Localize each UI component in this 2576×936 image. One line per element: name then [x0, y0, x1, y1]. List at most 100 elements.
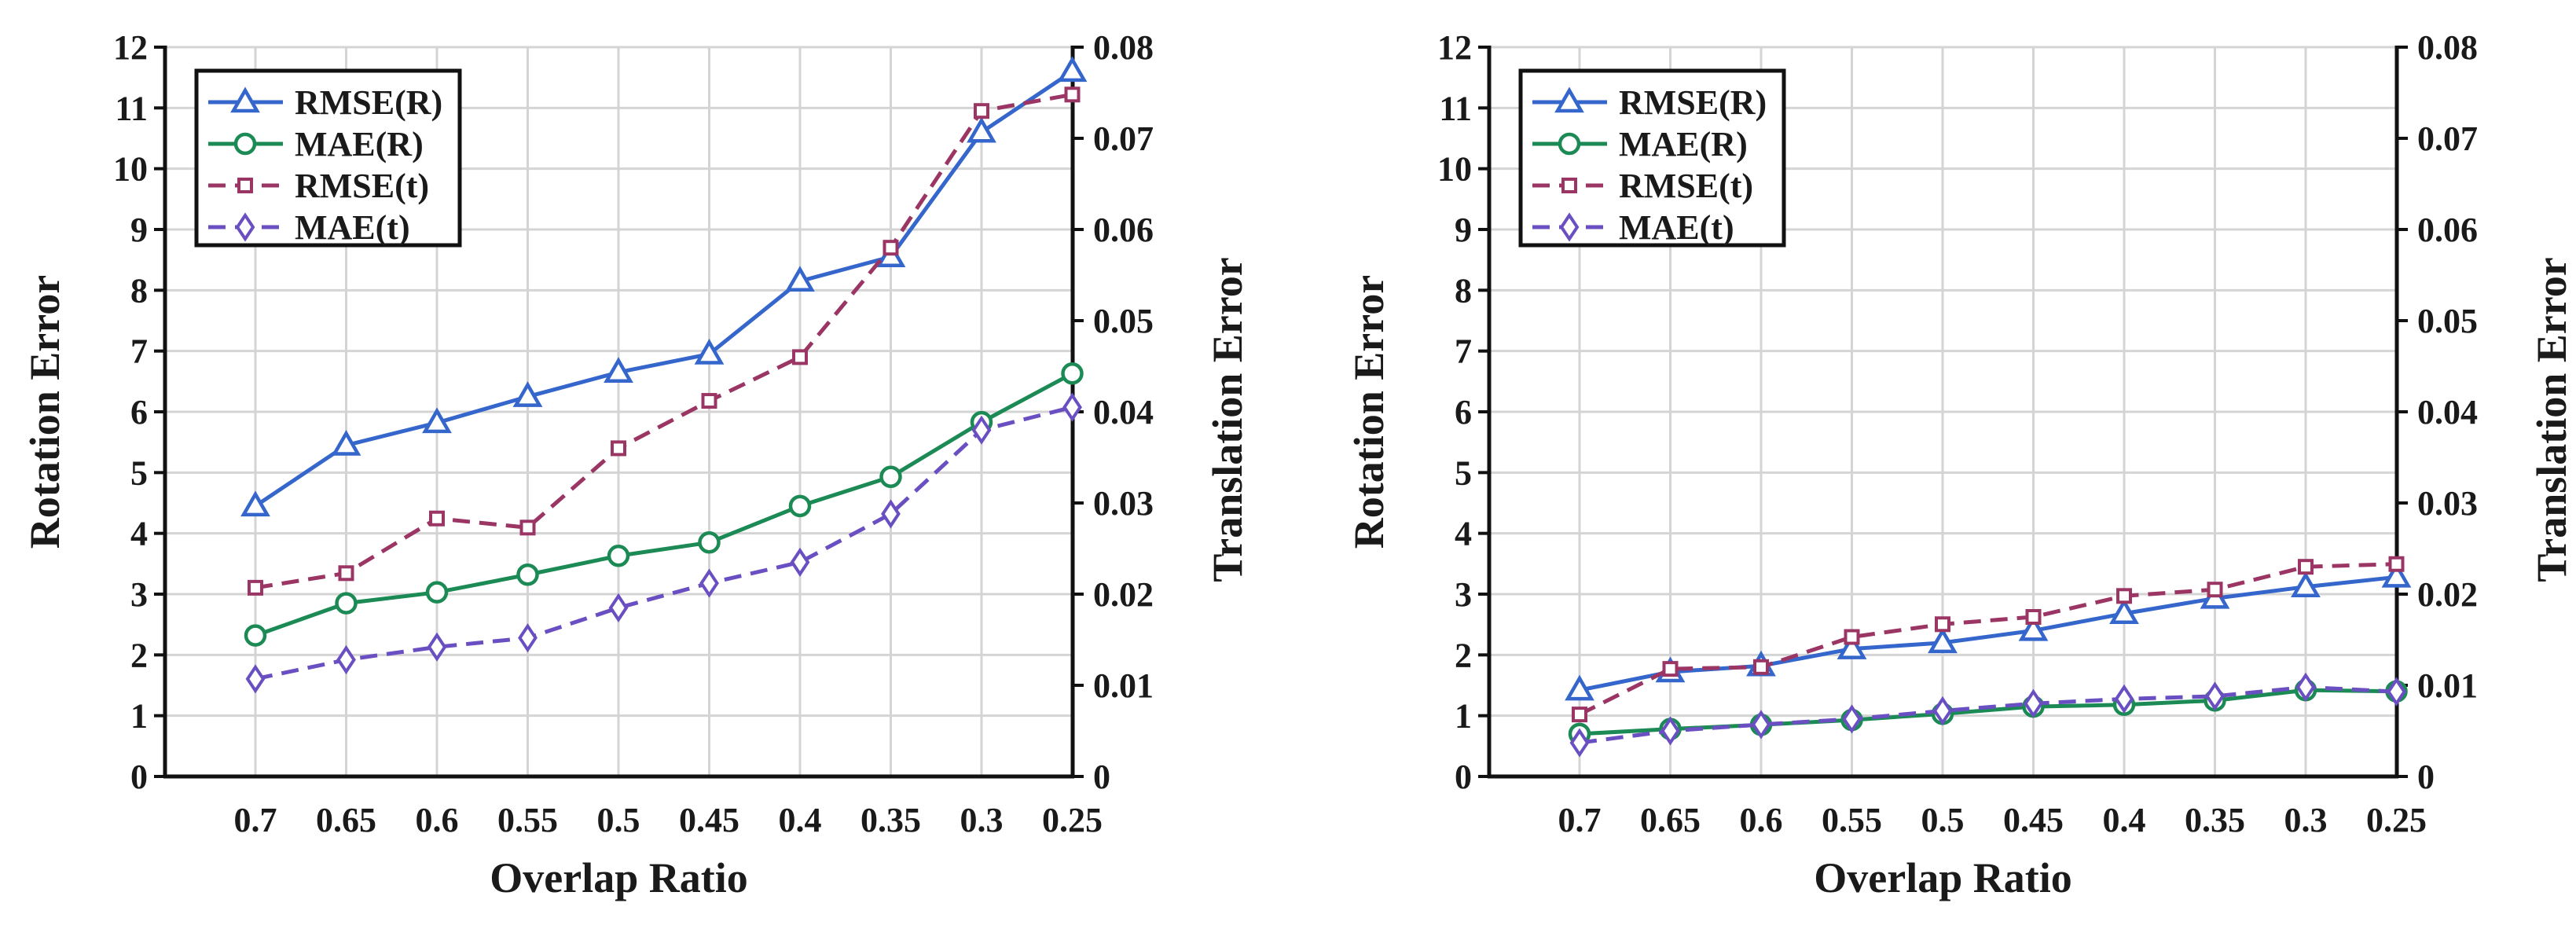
data-point-mae-r [1061, 362, 1084, 385]
x-tick-label: 0.35 [861, 801, 921, 839]
x-tick-label: 0.55 [1822, 801, 1882, 839]
x-tick-label: 0.6 [416, 801, 459, 839]
x-tick-label: 0.3 [2284, 801, 2328, 839]
data-point-rmse-r [331, 430, 361, 456]
data-point-rmse-r [694, 339, 725, 365]
y2-axis-title: Translation Error [2528, 257, 2575, 582]
data-point-rmse-t [519, 519, 536, 536]
data-point-mae-t [1932, 696, 1953, 726]
data-point-rmse-t [883, 240, 899, 256]
series-line-rmse-t [1578, 562, 2397, 717]
data-point-rmse-t [248, 579, 263, 596]
y2-tick-label: 0.04 [1093, 393, 1154, 431]
y-tick-label: 6 [130, 393, 148, 431]
legend-label: MAE(t) [295, 208, 410, 247]
data-point-rmse-r [2018, 615, 2049, 641]
data-point-mae-t [1660, 716, 1680, 746]
data-point-mae-r [788, 494, 812, 518]
data-point-mae-t [2295, 672, 2316, 702]
x-tick-label: 0.3 [960, 801, 1004, 839]
y2-tick-label: 0.08 [2417, 28, 2478, 67]
data-point-mae-r [698, 531, 721, 554]
chart-panel-2: 012345678910111200.010.020.030.040.050.0… [1345, 28, 2575, 901]
legend-marker [1561, 178, 1577, 193]
x-tick-label: 0.7 [234, 801, 277, 839]
data-point-rmse-t [1572, 707, 1587, 723]
data-point-rmse-t [611, 440, 626, 457]
data-point-mae-r [335, 592, 358, 615]
y-tick-label: 4 [130, 515, 148, 553]
legend-marker [1559, 212, 1580, 242]
y2-tick-label: 0.05 [1093, 302, 1154, 340]
y-tick-label: 3 [1455, 575, 1472, 614]
y2-tick-label: 0.07 [2417, 119, 2478, 158]
data-point-mae-t [790, 547, 810, 578]
legend-marker [1554, 86, 1584, 113]
x-axis-title: Overlap Ratio [1814, 854, 2071, 901]
series-line-rmse-t [255, 92, 1073, 590]
x-tick-label: 0.25 [1042, 801, 1103, 839]
data-point-mae-t [881, 499, 901, 529]
data-point-mae-r [425, 581, 449, 604]
data-point-mae-t [1842, 704, 1862, 734]
data-point-mae-t [1751, 710, 1771, 740]
data-point-rmse-t [429, 510, 445, 527]
data-point-mae-r [879, 465, 902, 488]
y-tick-label: 11 [1439, 89, 1472, 127]
legend-label: MAE(t) [1619, 208, 1734, 247]
x-tick-label: 0.7 [1558, 801, 1602, 839]
data-point-mae-t [2024, 688, 2043, 718]
data-point-rmse-r [785, 266, 815, 292]
data-point-rmse-r [2291, 571, 2321, 597]
y-tick-label: 2 [1455, 636, 1472, 674]
data-point-rmse-r [1057, 56, 1088, 83]
y2-tick-label: 0.03 [1093, 484, 1154, 523]
x-tick-label: 0.65 [1640, 801, 1701, 839]
data-point-mae-t [608, 593, 629, 623]
y2-axis-title: Translation Error [1204, 257, 1251, 582]
y-axis-title: Rotation Error [21, 275, 68, 549]
y-tick-label: 9 [130, 211, 148, 249]
legend-label: RMSE(R) [1619, 83, 1767, 122]
legend-label: RMSE(R) [295, 83, 442, 122]
data-point-rmse-t [1064, 86, 1081, 103]
data-point-rmse-r [2381, 561, 2412, 588]
x-tick-label: 0.25 [2366, 801, 2427, 839]
y-tick-label: 4 [1455, 515, 1472, 553]
y-tick-label: 10 [113, 150, 148, 189]
y-tick-label: 1 [130, 697, 148, 736]
data-point-rmse-t [1662, 661, 1679, 677]
data-point-rmse-t [2298, 559, 2314, 575]
y2-tick-label: 0 [1093, 758, 1110, 796]
data-point-rmse-t [974, 103, 989, 119]
data-point-rmse-t [2207, 582, 2223, 598]
data-point-mae-r [607, 545, 630, 567]
data-point-rmse-t [1844, 629, 1860, 645]
series-line-mae-t [1579, 685, 2397, 745]
y2-tick-label: 0.06 [1093, 211, 1154, 249]
data-point-rmse-t [338, 565, 354, 582]
y-tick-label: 12 [1437, 28, 1472, 67]
data-point-rmse-r [422, 407, 452, 434]
data-point-rmse-r [1565, 674, 1594, 701]
data-point-rmse-t [2025, 609, 2042, 625]
y-tick-label: 10 [1437, 150, 1472, 189]
y-tick-label: 1 [1455, 697, 1472, 736]
data-point-mae-t [1569, 728, 1590, 758]
chart-panel-1: 012345678910111200.010.020.030.040.050.0… [21, 28, 1251, 901]
x-tick-label: 0.45 [2003, 801, 2064, 839]
y-tick-label: 12 [113, 28, 148, 67]
data-point-rmse-r [512, 381, 543, 407]
y2-tick-label: 0.07 [1093, 119, 1154, 158]
y2-tick-label: 0.04 [2417, 393, 2478, 431]
y-tick-label: 7 [1455, 332, 1472, 371]
legend-label: RMSE(t) [295, 167, 429, 205]
data-point-mae-t [336, 644, 356, 675]
x-tick-label: 0.4 [2103, 801, 2146, 839]
legend-label: MAE(R) [295, 125, 424, 163]
legend-marker [235, 212, 255, 242]
y-tick-label: 3 [130, 575, 148, 614]
x-tick-label: 0.65 [316, 801, 376, 839]
legend-label: RMSE(t) [1619, 167, 1753, 205]
